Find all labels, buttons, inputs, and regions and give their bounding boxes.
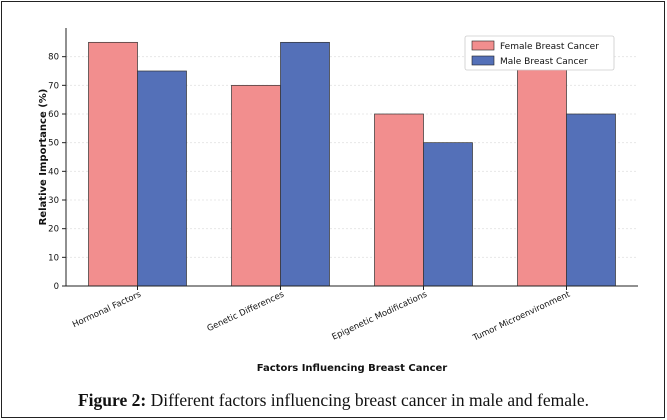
bar-female-4	[517, 56, 567, 287]
legend-label-male: Male Breast Cancer	[500, 57, 588, 67]
axes	[65, 28, 638, 287]
y-tick-label-10: 10	[48, 253, 59, 263]
bar-male-4	[566, 113, 616, 287]
x-ticks: Hormonal Factors Genetic Differences Epige…	[71, 286, 572, 344]
legend-box	[464, 35, 615, 71]
bars	[88, 41, 616, 287]
y-tick-label-0: 0	[54, 282, 59, 292]
y-tick-label-60: 60	[48, 110, 59, 120]
x-tick-label-3: Epigenetic Modifications	[331, 289, 430, 342]
bar-chart: 0 10 20 30 40 50 60 70 80 Hormonal Factors Geneti…	[38, 28, 638, 374]
legend-swatch-male	[471, 55, 495, 66]
legend-label-female: Female Breast Cancer	[500, 42, 599, 52]
y-axis-title: Relative Importance (%)	[38, 89, 49, 226]
caption-text: Different factors influencing breast can…	[146, 390, 590, 410]
y-tick-label-80: 80	[48, 53, 59, 63]
x-tick-label-4: Tumor Microenvironment	[471, 289, 573, 344]
legend-swatch-female	[471, 40, 495, 51]
figure-caption: Figure 2: Different factors influencing …	[0, 390, 667, 411]
bar-male-3	[423, 142, 473, 287]
x-axis-title: Factors Influencing Breast Cancer	[257, 363, 448, 374]
x-tick-label-1: Hormonal Factors	[71, 289, 143, 330]
y-tick-label-20: 20	[48, 225, 59, 235]
y-tick-label-70: 70	[48, 81, 59, 91]
bar-female-3	[374, 113, 424, 287]
bar-female-1	[88, 41, 138, 287]
bar-male-1	[137, 70, 187, 287]
y-tick-label-50: 50	[48, 139, 59, 149]
bar-male-2	[280, 41, 330, 287]
caption-label: Figure 2:	[77, 390, 147, 410]
x-tick-label-2: Genetic Differences	[206, 289, 287, 334]
y-tick-label-30: 30	[48, 196, 59, 206]
bar-female-2	[231, 84, 281, 287]
y-ticks: 0 10 20 30 40 50 60 70 80	[48, 53, 66, 292]
legend: Female Breast Cancer Male Breast Cancer	[464, 35, 615, 71]
y-tick-label-40: 40	[48, 167, 59, 177]
